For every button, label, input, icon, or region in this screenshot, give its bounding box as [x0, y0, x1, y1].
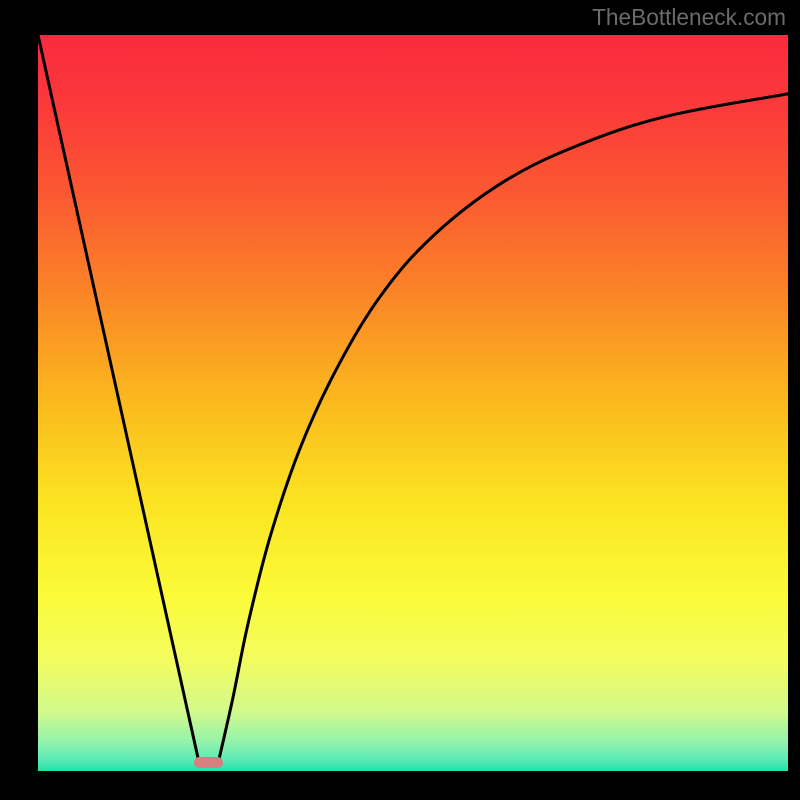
curve-path: [38, 35, 788, 764]
watermark-label: TheBottleneck.com: [592, 4, 786, 31]
minimum-marker: [194, 757, 223, 768]
plot-area: [38, 35, 788, 771]
chart-frame: TheBottleneck.com: [0, 0, 800, 800]
v-curve: [38, 35, 788, 771]
